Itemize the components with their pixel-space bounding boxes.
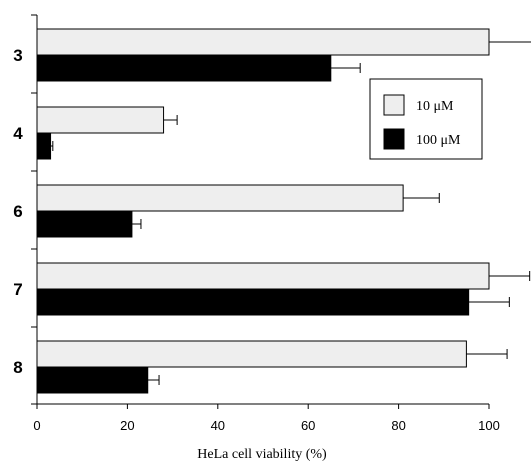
bar-4-series-1 [36,132,52,160]
legend-label-100uM: 100 μM [416,133,461,148]
bar-8-series-0 [36,340,467,368]
category-label-6: 6 [13,202,22,221]
bar-3-series-1 [36,54,332,82]
bar-4-series-0 [36,106,165,134]
category-label-4: 4 [13,124,23,143]
category-label-7: 7 [13,280,22,299]
category-label-3: 3 [13,46,22,65]
bar-6-series-0 [36,184,404,212]
legend: 10 μM 100 μM [369,78,483,160]
bar-7-series-1 [36,288,470,316]
x-tick-labels: 0 20 40 60 80 100 [33,404,500,433]
chart-error-bars [50,41,531,385]
bar-6-series-1 [36,210,133,238]
bar-8-series-1 [36,366,149,394]
x-tick-label-40: 40 [211,418,225,433]
legend-swatch-100uM [383,128,405,150]
x-tick-label-20: 20 [120,418,134,433]
legend-label-10uM: 10 μM [416,99,454,114]
bar-3-series-0 [36,28,490,56]
x-tick-label-0: 0 [33,418,40,433]
x-tick-label-60: 60 [301,418,315,433]
chart-bars [36,28,490,394]
category-labels: 3 4 6 7 8 [13,46,23,377]
x-tick-label-80: 80 [391,418,405,433]
bar-7-series-0 [36,262,490,290]
category-label-8: 8 [13,358,22,377]
x-tick-label-100: 100 [478,418,500,433]
legend-swatch-10uM [383,94,405,116]
x-axis-title: HeLa cell viability (%) [197,447,327,461]
